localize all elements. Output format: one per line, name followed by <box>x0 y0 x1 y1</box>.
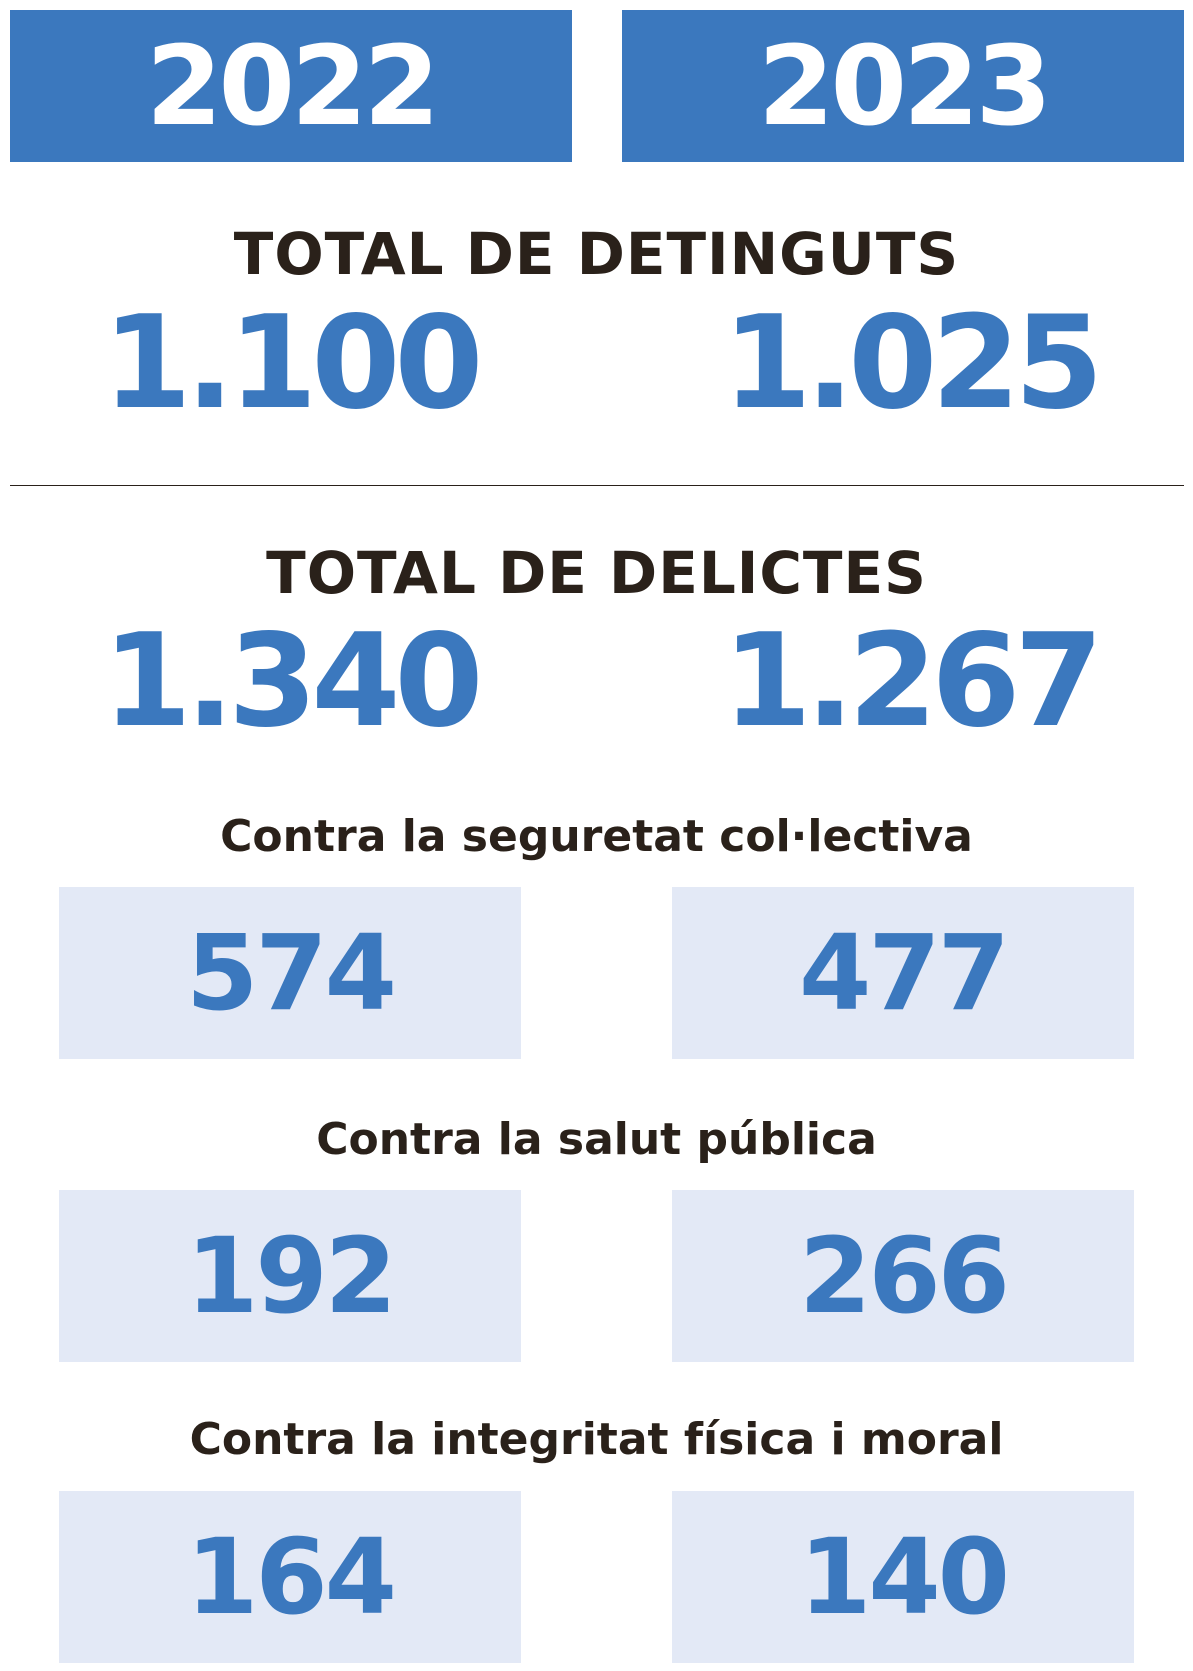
delictes-value-2023: 1.267 <box>722 607 1104 756</box>
category-label-integritat: Contra la integritat física i moral <box>189 1414 1004 1465</box>
year-header-2023: 2023 <box>622 10 1184 162</box>
category-label-salut: Contra la salut pública <box>316 1114 877 1165</box>
section-divider <box>10 485 1184 486</box>
category-value-integritat-2022: 164 <box>59 1491 521 1663</box>
category-value-seguretat-2023: 477 <box>672 887 1134 1059</box>
category-value-salut-2023: 266 <box>672 1190 1134 1362</box>
delictes-title: TOTAL DE DELICTES <box>266 539 927 607</box>
category-value-salut-2022: 192 <box>59 1190 521 1362</box>
detinguts-value-2022: 1.100 <box>102 289 484 438</box>
year-header-2022: 2022 <box>10 10 572 162</box>
category-value-seguretat-2022: 574 <box>59 887 521 1059</box>
detinguts-value-2023: 1.025 <box>722 289 1104 438</box>
category-label-seguretat: Contra la seguretat col·lectiva <box>220 811 973 862</box>
delictes-value-2022: 1.340 <box>102 607 484 756</box>
category-value-integritat-2023: 140 <box>672 1491 1134 1663</box>
detinguts-title: TOTAL DE DETINGUTS <box>233 220 960 288</box>
